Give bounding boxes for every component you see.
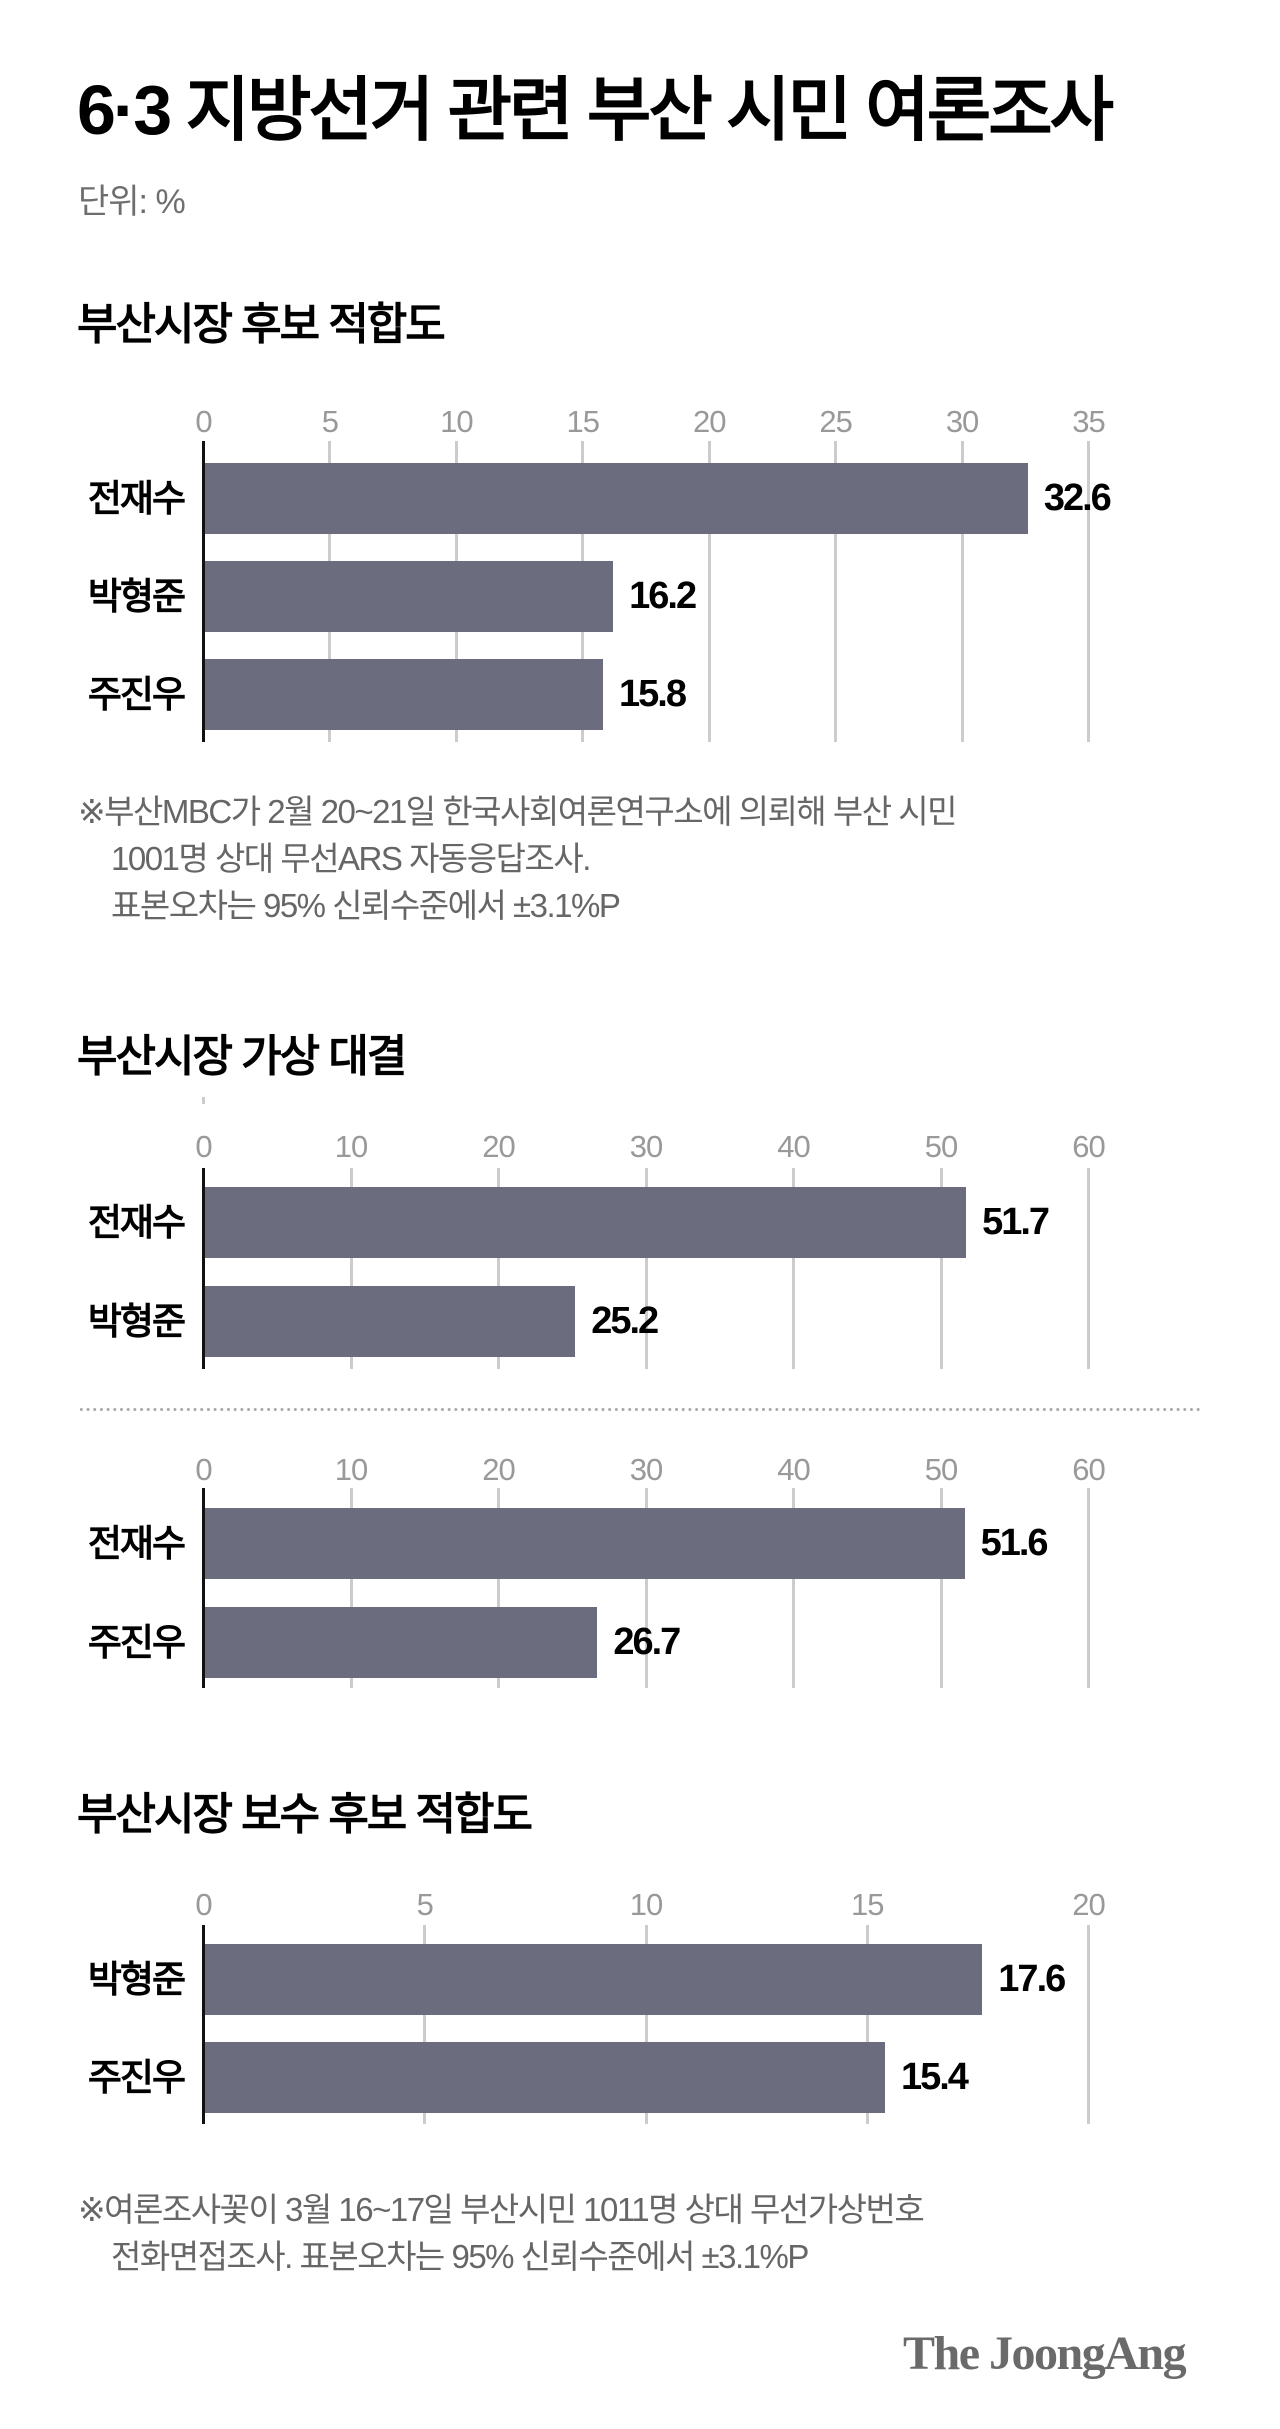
- gridline: [349, 1168, 353, 1369]
- axis-tick-label: 60: [1072, 1452, 1105, 1487]
- note-line: 표본오차는 95% 신뢰수준에서 ±3.1%P: [111, 887, 621, 924]
- axis-tick-label: 0: [195, 1452, 212, 1487]
- category-label: 박형준: [87, 576, 186, 617]
- axis-tick-label: 25: [819, 404, 852, 439]
- axis-stub: [202, 1097, 205, 1104]
- joongang-logo: The JoongAng: [903, 2327, 1187, 2380]
- axis-tick-label: 30: [629, 1452, 663, 1487]
- gridline: [939, 1488, 943, 1688]
- bar: [204, 463, 1028, 534]
- value-label: 16.2: [629, 575, 697, 617]
- category-label: 전재수: [87, 478, 186, 519]
- gridline: [960, 441, 964, 742]
- value-label: 25.2: [591, 1300, 659, 1342]
- note-line: 1001명 상대 무선ARS 자동응답조사.: [111, 840, 591, 877]
- y-axis-line: [202, 1925, 205, 2124]
- gridline: [644, 1168, 648, 1369]
- y-axis-line: [202, 1168, 205, 1369]
- gridline: [644, 1925, 648, 2124]
- category-label: 전재수: [87, 1523, 186, 1564]
- value-label: 15.4: [900, 2056, 969, 2098]
- gridline: [834, 441, 838, 742]
- axis-tick-label: 15: [851, 1887, 884, 1922]
- value-label: 51.7: [982, 1201, 1050, 1243]
- bar: [204, 1508, 965, 1579]
- bar: [204, 2042, 885, 2113]
- note-line: 전화면접조사. 표본오차는 95% 신뢰수준에서 ±3.1%P: [111, 2238, 809, 2275]
- gridline: [1087, 441, 1090, 742]
- axis-tick-label: 30: [945, 404, 979, 439]
- y-axis-line: [202, 1488, 205, 1688]
- axis-tick-label: 20: [482, 1129, 515, 1164]
- category-label: 박형준: [87, 1301, 186, 1342]
- section-title-candidate-fitness: 부산시장 후보 적합도: [77, 300, 446, 349]
- axis-tick-label: 0: [195, 1887, 212, 1922]
- axis-tick-label: 20: [1072, 1887, 1105, 1922]
- bar: [204, 561, 614, 632]
- gridline: [497, 1488, 500, 1688]
- axis-tick-label: 20: [692, 404, 726, 439]
- axis-tick-label: 0: [195, 404, 212, 439]
- survey-note-2: ※여론조사꽃이 3월 16~17일 부산시민 1011명 상대 무선가상번호 전…: [78, 2186, 925, 2280]
- axis-tick-label: 10: [334, 1452, 368, 1487]
- section-title-matchup: 부산시장 가상 대결: [77, 1032, 407, 1081]
- axis-tick-label: 40: [777, 1129, 810, 1164]
- axis-tick-label: 5: [416, 1887, 434, 1922]
- category-label: 박형준: [87, 1959, 186, 2000]
- gridline: [423, 1925, 427, 2124]
- axis-tick-label: 15: [566, 404, 600, 439]
- bar: [204, 1607, 598, 1678]
- value-label: 51.6: [980, 1522, 1049, 1564]
- page-title: 6·3 지방선거 관련 부산 시민 여론조사: [77, 71, 1114, 149]
- category-label: 전재수: [87, 1202, 186, 1243]
- axis-tick-label: 30: [629, 1129, 663, 1164]
- axis-tick-label: 10: [440, 404, 473, 439]
- category-label: 주진우: [87, 674, 186, 715]
- axis-tick-label: 0: [195, 1129, 212, 1164]
- gridline: [644, 1488, 648, 1688]
- value-label: 15.8: [619, 673, 687, 715]
- axis-tick-label: 20: [482, 1452, 515, 1487]
- gridline: [792, 1488, 795, 1688]
- axis-tick-label: 50: [924, 1452, 958, 1487]
- gridline: [792, 1168, 795, 1369]
- gridline: [1087, 1488, 1090, 1688]
- bar: [204, 1944, 983, 2015]
- bar: [204, 659, 603, 730]
- survey-note-1: ※부산MBC가 2월 20~21일 한국사회여론연구소에 의뢰해 부산 시민 1…: [78, 788, 957, 929]
- value-label: 17.6: [998, 1958, 1066, 2000]
- axis-tick-label: 50: [924, 1129, 958, 1164]
- note-line: ※여론조사꽃이 3월 16~17일 부산시민 1011명 상대 무선가상번호: [78, 2191, 925, 2228]
- gridline: [707, 441, 711, 742]
- axis-tick-label: 40: [777, 1452, 810, 1487]
- value-label: 26.7: [613, 1621, 681, 1663]
- axis-tick-label: 10: [334, 1129, 368, 1164]
- category-label: 주진우: [87, 1622, 186, 1663]
- axis-tick-label: 10: [629, 1887, 663, 1922]
- gridline: [497, 1168, 500, 1369]
- bar: [204, 1286, 576, 1357]
- axis-tick-label: 5: [321, 404, 339, 439]
- y-axis-line: [202, 441, 205, 742]
- gridline: [939, 1168, 943, 1369]
- gridline: [1087, 1168, 1090, 1369]
- category-label: 주진우: [87, 2057, 186, 2098]
- axis-tick-label: 35: [1072, 404, 1105, 439]
- unit-label: 단위: %: [78, 183, 186, 221]
- gridline: [349, 1488, 353, 1688]
- note-line: ※부산MBC가 2월 20~21일 한국사회여론연구소에 의뢰해 부산 시민: [78, 793, 957, 830]
- gridline: [1087, 1925, 1090, 2124]
- axis-tick-label: 60: [1072, 1129, 1105, 1164]
- dotted-divider: [78, 1408, 1200, 1411]
- gridline: [865, 1925, 869, 2124]
- value-label: 32.6: [1043, 477, 1112, 519]
- bar: [204, 1187, 967, 1258]
- section-title-conservative-fitness: 부산시장 보수 후보 적합도: [77, 1790, 533, 1839]
